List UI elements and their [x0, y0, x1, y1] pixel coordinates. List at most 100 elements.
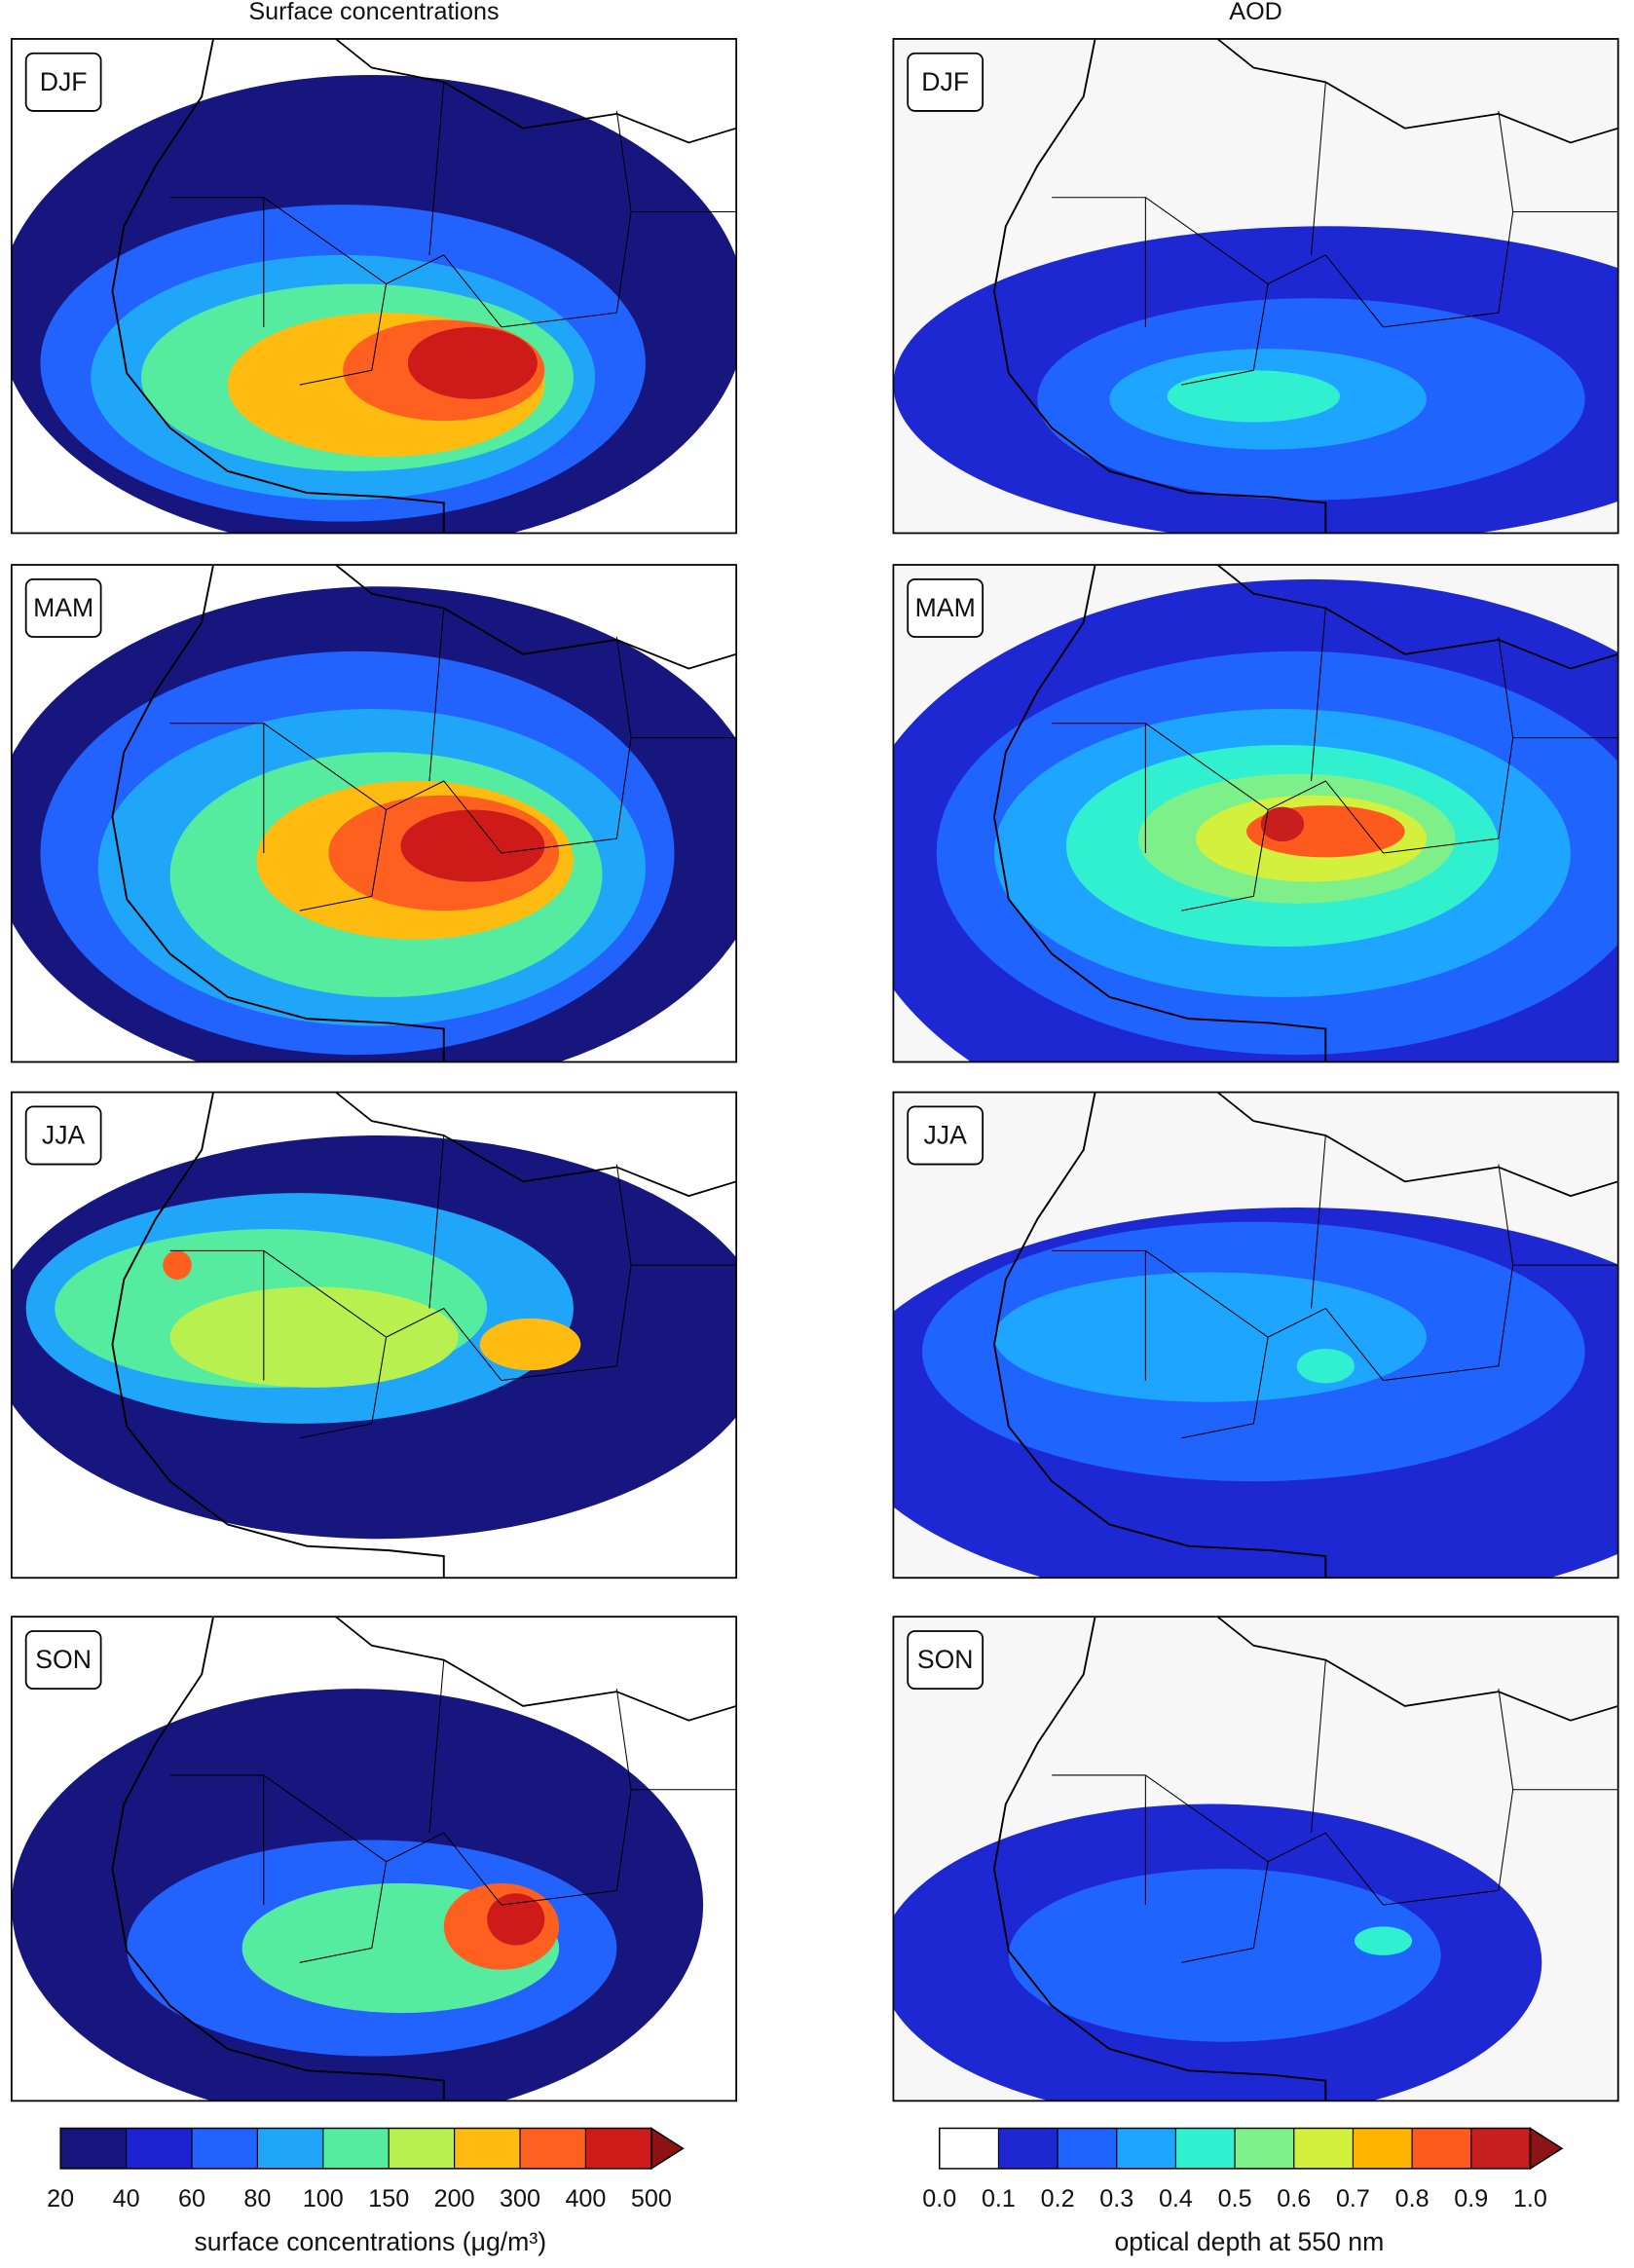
dust-field	[1008, 1869, 1441, 2042]
dust-field	[993, 1272, 1427, 1402]
season-box	[907, 1630, 984, 1691]
panel-frame	[892, 1091, 1619, 1580]
panel-frame	[892, 1616, 1619, 2102]
colorbar-tick-label: 200	[434, 2185, 475, 2212]
map-content	[893, 565, 1618, 1062]
border	[1052, 82, 1618, 386]
colorbar-extend	[1529, 2127, 1564, 2171]
colorbar-bin	[1116, 2128, 1176, 2169]
season-label: JJA	[42, 1120, 86, 1149]
map-content	[893, 1617, 1618, 2101]
coastline	[993, 1617, 1327, 2101]
colorbar-label: surface concentrations (μg/m³)	[194, 2227, 546, 2256]
dust-field	[163, 1250, 192, 1280]
map-panel: JJA	[892, 1091, 1619, 1580]
season-box	[24, 1630, 102, 1691]
column-title: AOD	[1229, 0, 1281, 25]
season-box	[24, 1105, 102, 1166]
border	[169, 1134, 737, 1439]
map-panel: MAM	[892, 564, 1619, 1063]
colorbar-tick-label: 100	[303, 2185, 344, 2212]
colorbar-bin	[454, 2128, 521, 2169]
season-box	[907, 52, 984, 112]
panel-frame	[892, 38, 1619, 535]
map-panel: SON	[892, 1616, 1619, 2102]
coastline	[335, 1092, 737, 1198]
colorbar-tick-label: 0.6	[1277, 2185, 1311, 2212]
border	[1052, 1134, 1618, 1439]
colorbar-bin	[1235, 2128, 1295, 2169]
colorbar-bin	[191, 2128, 258, 2169]
map-content	[11, 1092, 737, 1579]
coastline	[111, 1617, 445, 2101]
colorbar-tick-label: 0.5	[1218, 2185, 1252, 2212]
coastline	[335, 1617, 737, 1722]
coastline	[111, 38, 445, 534]
map-content	[11, 1617, 737, 2101]
colorbar-bin	[1293, 2128, 1354, 2169]
season-label: DJF	[40, 67, 88, 96]
colorbar-bin	[998, 2128, 1058, 2169]
map-panel: JJA	[10, 1091, 738, 1580]
colorbar-tick-label: 1.0	[1513, 2185, 1547, 2212]
coastline	[993, 1092, 1327, 1579]
season-box	[907, 1105, 984, 1166]
map-content	[11, 565, 737, 1062]
border	[1052, 1659, 1618, 1963]
colorbar-label: optical depth at 550 nm	[1115, 2227, 1385, 2256]
colorbar-bin	[1470, 2128, 1531, 2169]
panel-frame	[892, 564, 1619, 1063]
colorbar-bin	[126, 2128, 193, 2169]
map-content	[893, 38, 1618, 534]
coastline	[111, 565, 445, 1062]
coastline	[1216, 1092, 1618, 1198]
map-content	[893, 1092, 1618, 1579]
border	[169, 1659, 737, 1963]
coastline	[111, 1092, 445, 1579]
dust-field	[479, 1318, 581, 1371]
panel-frame	[10, 38, 738, 535]
dust-field	[1260, 806, 1305, 842]
colorbar-bin	[1058, 2128, 1118, 2169]
coastline	[335, 565, 737, 670]
colorbar-bin	[1412, 2128, 1472, 2169]
dust-field	[1354, 1926, 1413, 1955]
column-title: Surface concentrations	[248, 0, 499, 25]
colorbar-bin	[60, 2128, 128, 2169]
colorbar-bin	[1175, 2128, 1236, 2169]
dust-field	[400, 809, 545, 882]
map-panel: SON	[10, 1616, 738, 2102]
dust-field	[1167, 370, 1341, 423]
colorbar-extend	[650, 2127, 685, 2171]
colorbar-bin	[257, 2128, 324, 2169]
colorbar-bin	[389, 2128, 456, 2169]
season-label: SON	[917, 1645, 974, 1674]
colorbar-tick-label: 150	[368, 2185, 409, 2212]
season-label: JJA	[923, 1120, 967, 1149]
map-content	[11, 38, 737, 534]
colorbar-bin	[1353, 2128, 1413, 2169]
coastline	[1216, 565, 1618, 670]
border	[169, 82, 737, 386]
colorbar-tick-label: 20	[47, 2185, 74, 2212]
panel-frame	[10, 1091, 738, 1580]
colorbar-tick-label: 500	[631, 2185, 672, 2212]
colorbar-tick-label: 0.9	[1454, 2185, 1488, 2212]
colorbar-tick-label: 0.1	[982, 2185, 1016, 2212]
colorbar-bin	[585, 2128, 652, 2169]
coastline	[335, 38, 737, 144]
coastline	[993, 565, 1327, 1062]
colorbar-tick-label: 0.2	[1041, 2185, 1075, 2212]
map-panel: DJF	[892, 38, 1619, 535]
colorbar-tick-label: 0.7	[1336, 2185, 1370, 2212]
colorbar-tick-label: 40	[113, 2185, 140, 2212]
colorbar-tick-label: 0.4	[1159, 2185, 1193, 2212]
season-label: DJF	[921, 67, 969, 96]
colorbar-bin	[322, 2128, 390, 2169]
coastline	[1216, 38, 1618, 144]
colorbar-bin	[520, 2128, 586, 2169]
season-label: SON	[35, 1645, 92, 1674]
colorbar-tick-label: 0.3	[1099, 2185, 1133, 2212]
